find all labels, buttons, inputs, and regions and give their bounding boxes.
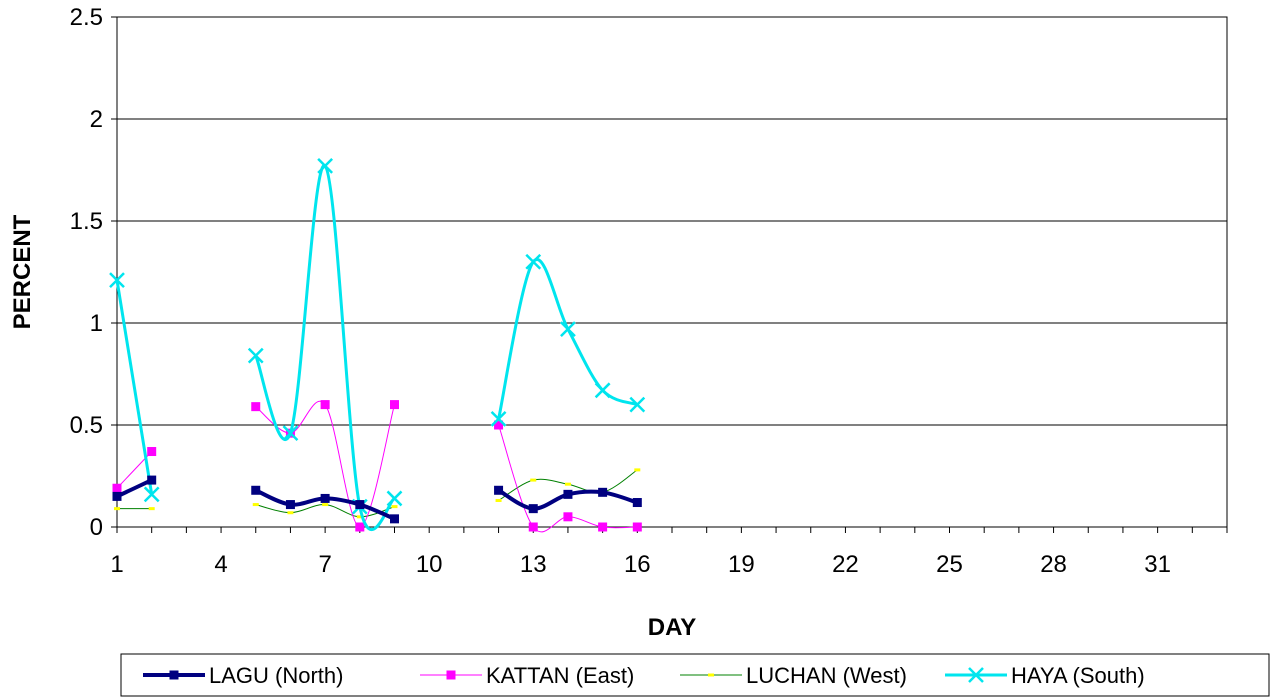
data-point	[251, 402, 261, 412]
legend: LAGU (North) KATTAN (East) LUCHAN (West) HA…	[120, 653, 1270, 697]
data-point	[322, 503, 329, 507]
data-point	[390, 514, 399, 524]
data-point	[494, 485, 504, 495]
y-axis-title: PERCENT	[9, 214, 36, 329]
legend-label: HAYA (South)	[1011, 663, 1145, 688]
data-point	[495, 498, 502, 502]
data-point	[320, 400, 330, 410]
data-point	[390, 400, 399, 410]
y-tick-label: 0.5	[70, 412, 103, 439]
data-point	[320, 493, 330, 503]
series-kattan-east	[112, 400, 642, 533]
data-point	[148, 507, 155, 511]
data-point	[632, 498, 642, 508]
data-point	[147, 475, 157, 485]
plot-area	[116, 16, 1228, 528]
data-point	[490, 410, 507, 427]
data-point	[528, 522, 538, 532]
data-point	[594, 382, 611, 399]
x-axis-ticks: 1 4 7 10 13 16 19 22 25 28 31	[110, 527, 1228, 578]
data-point	[143, 486, 160, 503]
series-haya-south	[109, 158, 646, 531]
data-point	[356, 515, 363, 519]
legend-swatch-marker	[169, 670, 179, 680]
x-tick-label: 31	[1144, 551, 1171, 578]
x-tick-label: 25	[936, 551, 963, 578]
data-point	[317, 158, 334, 174]
series-lagu-north	[112, 475, 642, 524]
data-point	[252, 503, 259, 507]
data-point	[251, 485, 261, 495]
y-tick-label: 2	[90, 106, 103, 133]
series-group	[109, 158, 646, 533]
legend-item: KATTAN (East)	[420, 663, 634, 688]
x-tick-label: 4	[214, 551, 227, 578]
data-point	[494, 420, 504, 430]
data-point	[112, 483, 122, 493]
data-point	[560, 321, 576, 338]
legend-item: HAYA (South)	[945, 663, 1145, 688]
data-point	[285, 500, 295, 510]
y-gridlines	[117, 118, 1227, 426]
x-tick-label: 10	[416, 551, 443, 578]
data-point	[114, 507, 120, 511]
y-tick-label: 2.5	[70, 4, 103, 31]
data-point	[528, 504, 538, 514]
x-tick-label: 22	[832, 551, 859, 578]
data-point	[629, 396, 646, 413]
data-point	[563, 512, 573, 522]
legend-item: LAGU (North)	[143, 663, 343, 688]
data-point	[391, 505, 398, 509]
x-tick-label: 28	[1040, 551, 1067, 578]
data-point	[247, 347, 264, 364]
y-tick-label: 1	[90, 310, 103, 337]
data-point	[598, 522, 608, 532]
data-point	[282, 425, 299, 442]
data-point	[355, 522, 365, 532]
data-point	[530, 478, 537, 482]
data-point	[634, 468, 641, 472]
legend-item: LUCHAN (West)	[680, 663, 907, 688]
data-point	[147, 447, 157, 457]
legend-label: LAGU (North)	[209, 663, 343, 688]
legend-box	[120, 653, 1270, 697]
data-point	[598, 487, 608, 497]
x-axis-title: DAY	[648, 614, 696, 641]
x-tick-label: 7	[318, 551, 331, 578]
data-point	[386, 490, 403, 507]
legend-swatch-marker	[968, 667, 984, 683]
x-tick-label: 1	[110, 551, 123, 578]
data-point	[632, 522, 642, 532]
legend-label: LUCHAN (West)	[746, 663, 907, 688]
data-point	[355, 500, 365, 510]
data-point	[564, 482, 571, 486]
data-point	[287, 511, 294, 515]
y-tick-label: 0	[90, 514, 103, 541]
data-point	[112, 491, 122, 501]
data-point	[525, 253, 542, 270]
y-axis-ticks: 0 0.5 1 1.5 2 2.5	[70, 4, 117, 541]
x-tick-label: 19	[728, 551, 755, 578]
data-point	[563, 489, 573, 499]
data-point	[109, 272, 125, 289]
y-tick-label: 1.5	[70, 208, 103, 235]
x-tick-label: 13	[520, 551, 547, 578]
x-tick-label: 16	[624, 551, 651, 578]
legend-label: KATTAN (East)	[486, 663, 634, 688]
legend-swatch-marker	[708, 673, 714, 677]
legend-swatch-marker	[446, 670, 456, 680]
